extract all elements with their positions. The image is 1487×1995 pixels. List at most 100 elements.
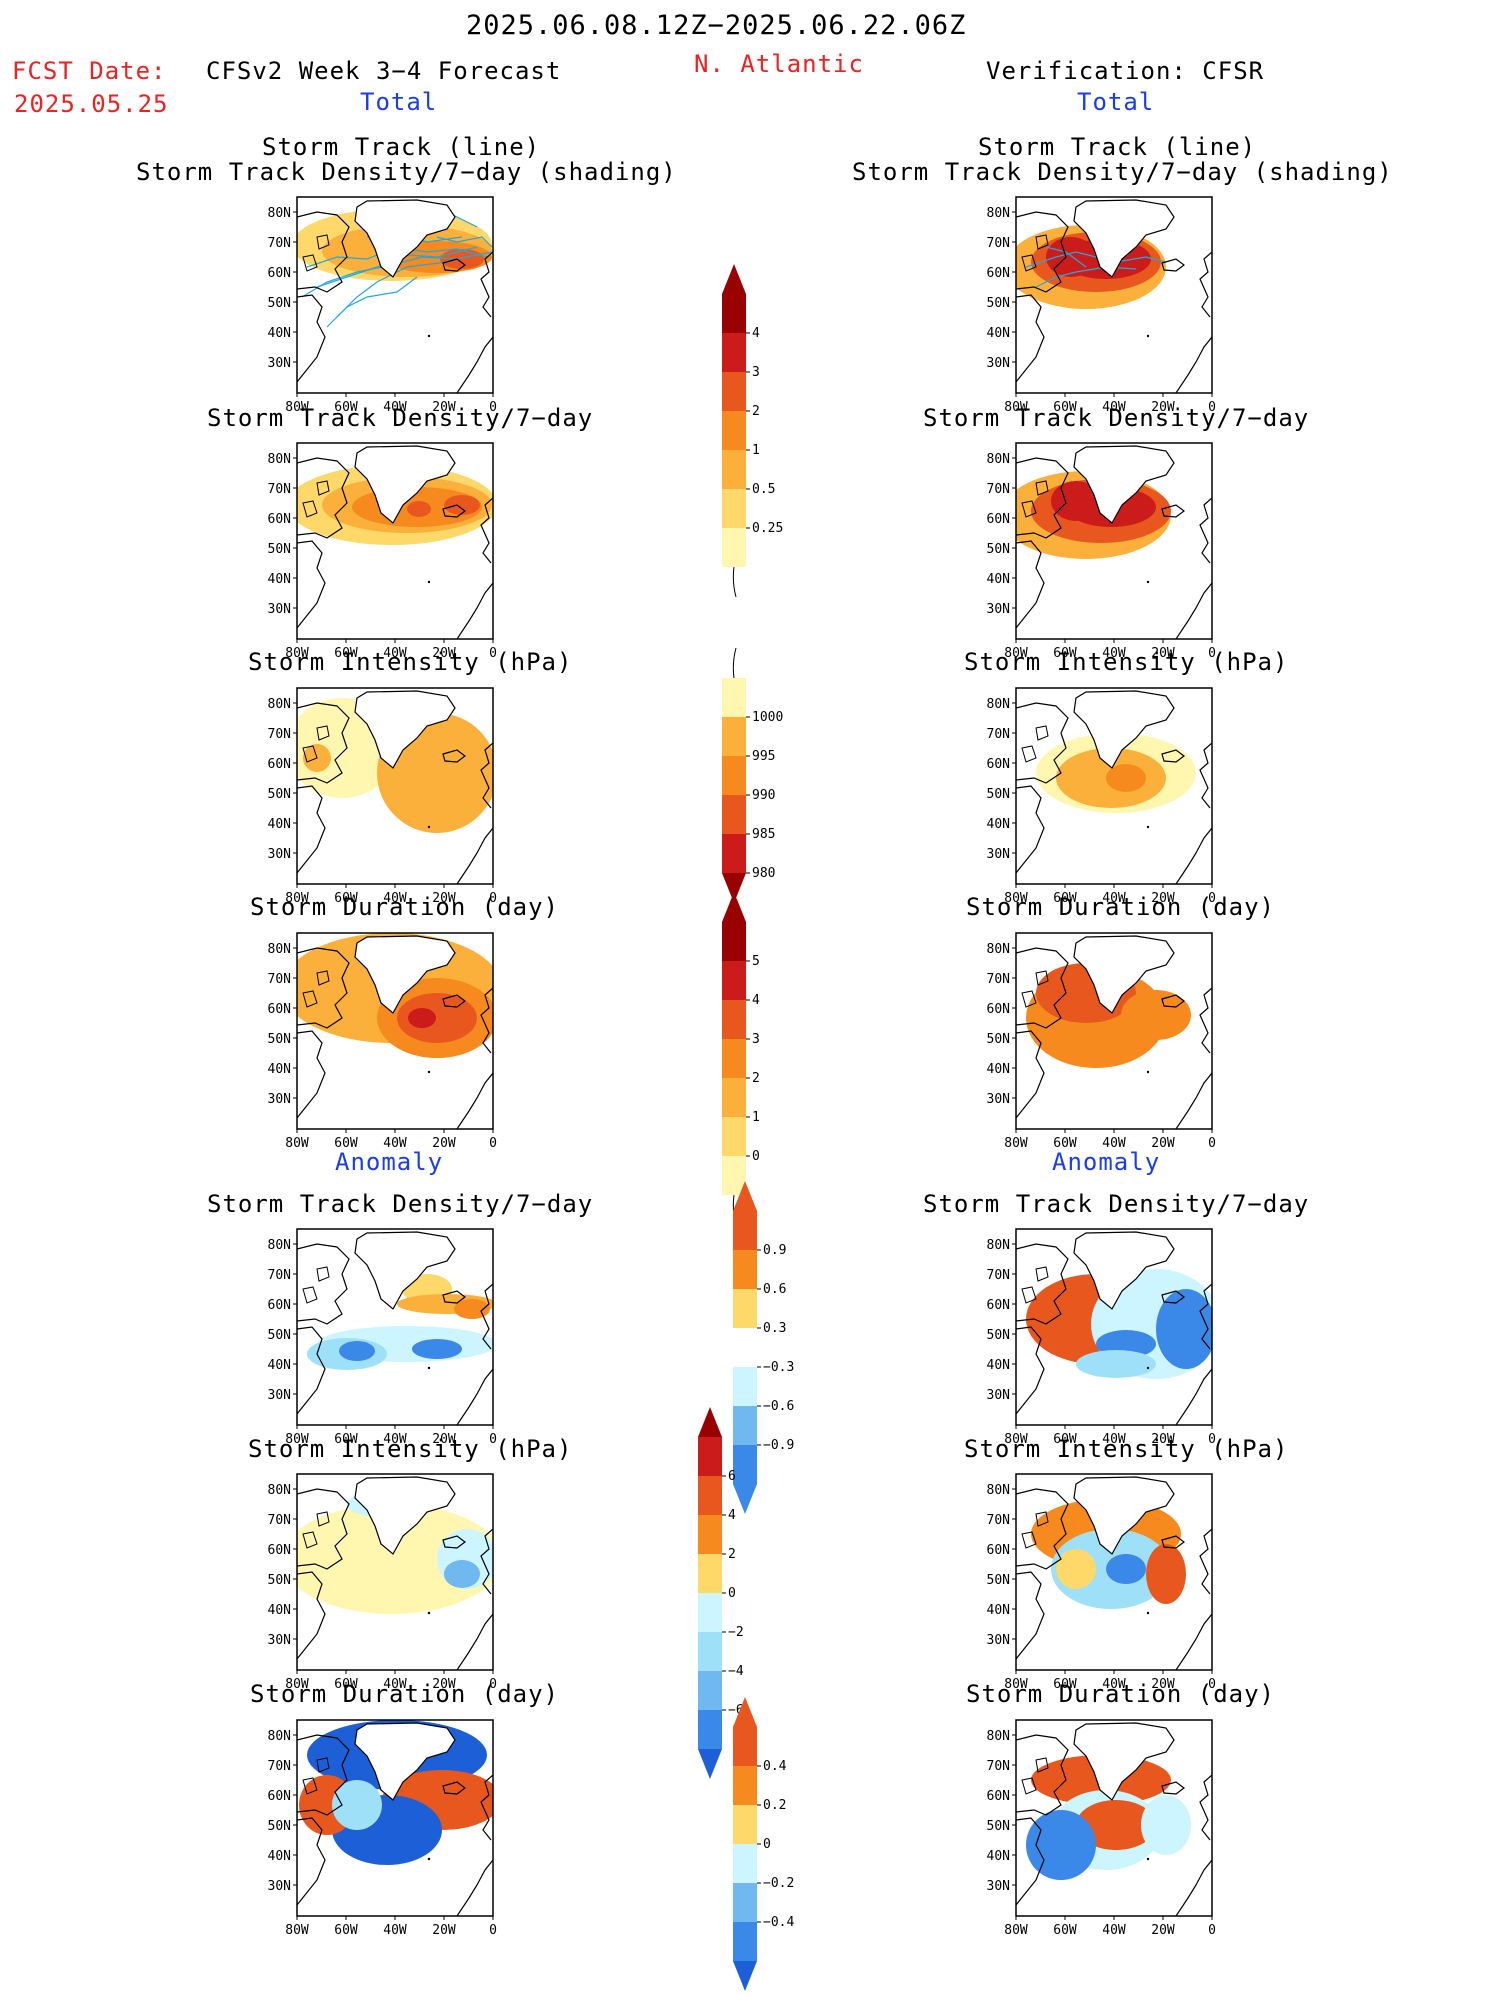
colorbar-duration-total: 5 4 3 2 1 0 bbox=[722, 892, 802, 1229]
lon-tick-label: 60W bbox=[1053, 1677, 1077, 1692]
lon-tick-label: 80W bbox=[285, 646, 309, 661]
colorbar-label: 990 bbox=[752, 788, 775, 803]
lat-tick-label: 80N bbox=[987, 206, 1010, 221]
lon-tick-label: 60W bbox=[1053, 1923, 1077, 1938]
lat-tick-label: 50N bbox=[987, 296, 1010, 311]
lon-tick-label: 0 bbox=[1208, 891, 1216, 906]
colorbar-label: 2 bbox=[752, 1071, 760, 1086]
lat-tick-label: 80N bbox=[268, 206, 291, 221]
lat-tick-label: 30N bbox=[268, 1879, 291, 1894]
shading-region bbox=[1156, 1289, 1212, 1369]
colorbar-label: 1 bbox=[752, 443, 760, 458]
lon-tick-label: 40W bbox=[1102, 891, 1126, 906]
colorbar-segment bbox=[722, 717, 746, 756]
map-adens-forecast: 80N 70N 60N 50N 40N 30N 80W 60W 40W 20W 0 bbox=[237, 1228, 503, 1455]
lon-tick-label: 80W bbox=[1004, 1136, 1028, 1151]
lat-tick-label: 30N bbox=[268, 602, 291, 617]
map-aint-forecast: 80N 70N 60N 50N 40N 30N 80W 60W 40W 20W 0 bbox=[237, 1473, 503, 1700]
lat-tick-label: 30N bbox=[987, 356, 1010, 371]
fcst-label: FCST Date: bbox=[12, 57, 167, 85]
colorbar-intensity-total: 1000 995 990 985 980 bbox=[722, 647, 802, 907]
colorbar-segment bbox=[722, 489, 746, 528]
lon-tick-label: 0 bbox=[489, 1432, 497, 1447]
lon-tick-label: 40W bbox=[1102, 1432, 1126, 1447]
map-adens-L-svg: 80N 70N 60N 50N 40N 30N 80W 60W 40W 20W 0 bbox=[268, 1228, 497, 1447]
colorbar-label: 0 bbox=[752, 1149, 760, 1164]
shading-region bbox=[339, 1341, 375, 1361]
colorbar-segment bbox=[733, 1250, 757, 1289]
lon-tick-label: 40W bbox=[383, 400, 407, 415]
lon-tick-label: 80W bbox=[1004, 1923, 1028, 1938]
shading-region bbox=[412, 1339, 462, 1359]
lon-tick-label: 60W bbox=[334, 1136, 358, 1151]
lon-tick-label: 0 bbox=[489, 1677, 497, 1692]
lat-tick-label: 70N bbox=[987, 482, 1010, 497]
colorbar-top-triangle bbox=[733, 1181, 757, 1211]
lon-tick-label: 20W bbox=[432, 1923, 456, 1938]
title-density-left: Storm Track Density/7−day bbox=[207, 404, 594, 432]
colorbar-label: 1 bbox=[752, 1110, 760, 1125]
colorbar-segment bbox=[733, 1727, 757, 1766]
lat-tick-label: 40N bbox=[268, 1849, 291, 1864]
colorbar-segment bbox=[733, 1766, 757, 1805]
lat-tick-label: 60N bbox=[987, 1002, 1010, 1017]
lon-tick-label: 80W bbox=[1004, 1677, 1028, 1692]
map-track-R-svg: 80N 70N 60N 50N 40N 30N 80W 60W 40W 20W 0 bbox=[987, 196, 1216, 415]
lon-tick-label: 40W bbox=[1102, 1677, 1126, 1692]
lon-tick-label: 0 bbox=[489, 1923, 497, 1938]
lon-tick-label: 40W bbox=[383, 1136, 407, 1151]
colorbar-segment bbox=[698, 1671, 722, 1710]
lat-tick-label: 60N bbox=[987, 512, 1010, 527]
lat-tick-label: 70N bbox=[987, 972, 1010, 987]
title-intensity-left: Storm Intensity (hPa) bbox=[248, 648, 573, 676]
colorbar-label: 3 bbox=[752, 365, 760, 380]
map-adens-verification: 80N 70N 60N 50N 40N 30N 80W 60W 40W 20W 0 bbox=[956, 1228, 1222, 1455]
lat-tick-label: 50N bbox=[268, 1328, 291, 1343]
colorbar-segment bbox=[722, 922, 746, 961]
storm-track-line bbox=[336, 261, 448, 318]
colorbar-label: 995 bbox=[752, 749, 775, 764]
colorbar-label: −0.4 bbox=[763, 1915, 794, 1930]
lon-tick-label: 80W bbox=[285, 400, 309, 415]
lat-tick-label: 60N bbox=[268, 757, 291, 772]
colorbar-segment bbox=[722, 528, 746, 567]
title-track-line-right: Storm Track (line) bbox=[978, 133, 1257, 161]
colorbar-segment bbox=[698, 1632, 722, 1671]
title-duration-anom-left: Storm Duration (day) bbox=[250, 1680, 559, 1708]
lon-tick-label: 80W bbox=[1004, 646, 1028, 661]
lat-tick-label: 70N bbox=[268, 1268, 291, 1283]
lat-tick-label: 80N bbox=[268, 942, 291, 957]
colorbar-segment bbox=[733, 1211, 757, 1250]
colorbar-label: 0.9 bbox=[763, 1243, 786, 1258]
colorbar-label: −4 bbox=[728, 1664, 744, 1679]
colorbar-segment bbox=[733, 1844, 757, 1883]
lat-tick-label: 30N bbox=[987, 847, 1010, 862]
lat-tick-label: 40N bbox=[987, 572, 1010, 587]
colorbar-segment bbox=[698, 1437, 722, 1476]
lon-tick-label: 60W bbox=[334, 1677, 358, 1692]
lon-tick-label: 20W bbox=[1151, 891, 1175, 906]
colorbar-segment bbox=[722, 333, 746, 372]
shading-region bbox=[408, 1008, 436, 1028]
colorbar-label: 2 bbox=[752, 404, 760, 419]
colorbar-label: 0 bbox=[728, 1586, 736, 1601]
colorbar-segment bbox=[733, 1883, 757, 1922]
lon-tick-label: 0 bbox=[489, 891, 497, 906]
lat-tick-label: 80N bbox=[268, 697, 291, 712]
lon-tick-label: 60W bbox=[334, 646, 358, 661]
map-adur-R-svg: 80N 70N 60N 50N 40N 30N 80W 60W 40W 20W 0 bbox=[987, 1719, 1216, 1938]
colorbar-label: 3 bbox=[752, 1032, 760, 1047]
lat-tick-label: 60N bbox=[268, 1789, 291, 1804]
colorbar-label: 4 bbox=[752, 326, 760, 341]
colorbar-segment bbox=[722, 294, 746, 333]
colorbar-label: 4 bbox=[752, 993, 760, 1008]
lat-tick-label: 80N bbox=[987, 942, 1010, 957]
shading-region bbox=[1106, 1554, 1146, 1584]
shading-region bbox=[1046, 237, 1096, 277]
colorbar-segment bbox=[733, 1922, 757, 1961]
storm-track-line bbox=[326, 276, 418, 328]
lat-tick-label: 30N bbox=[268, 356, 291, 371]
lat-tick-label: 50N bbox=[268, 542, 291, 557]
map-track-L-svg: 80N 70N 60N 50N 40N 30N 80W 60W 40W 20W 0 bbox=[268, 196, 497, 415]
lon-tick-label: 20W bbox=[1151, 1136, 1175, 1151]
